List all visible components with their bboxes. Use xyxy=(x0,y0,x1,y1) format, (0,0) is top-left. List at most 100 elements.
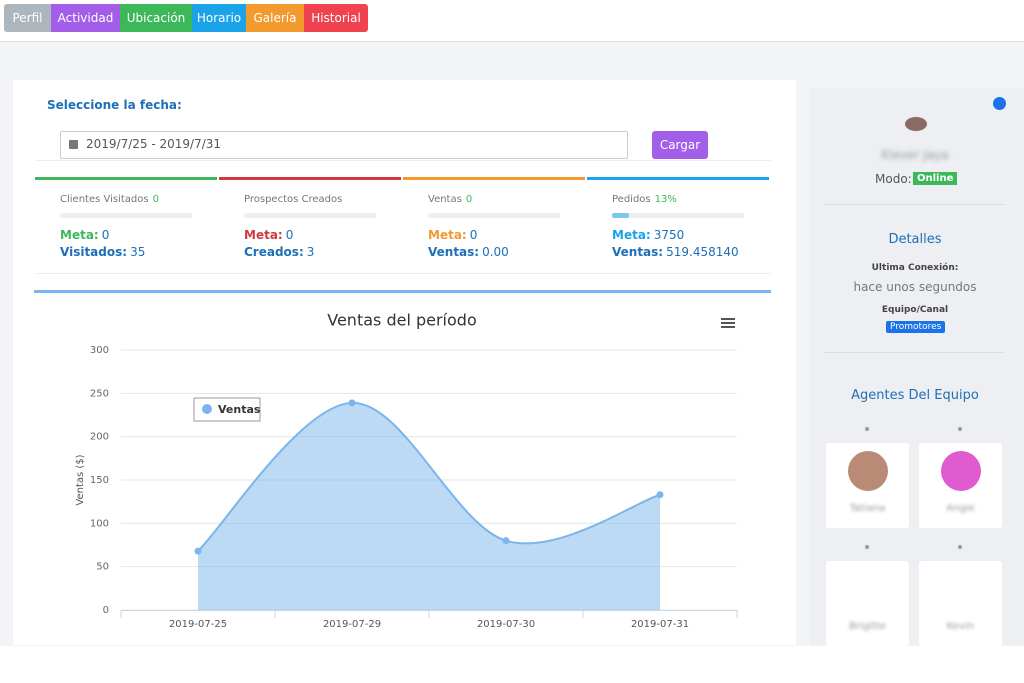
stat-title: Ventas xyxy=(428,194,462,205)
x-tick-label: 2019-07-25 xyxy=(169,619,227,630)
stat-label: Creados: xyxy=(244,245,304,259)
agent-card[interactable]: Kevin xyxy=(919,561,1002,646)
agent-card[interactable]: Angie xyxy=(919,443,1002,528)
progress-track xyxy=(60,213,192,218)
stat-label: Ventas: xyxy=(612,245,664,259)
stat-row: Meta: 3750 xyxy=(612,228,684,242)
agent-avatar xyxy=(941,451,981,491)
stat-label: Visitados: xyxy=(60,245,128,259)
point xyxy=(194,547,202,555)
stat-title: Pedidos xyxy=(612,194,651,205)
stat-label: Ventas: xyxy=(428,245,480,259)
agent-name: Brigitte xyxy=(849,621,886,632)
stat-title-row: Pedidos 13% xyxy=(612,194,677,205)
date-range: 2019/7/25 - 2019/7/31 xyxy=(86,137,222,151)
agent-avatar xyxy=(848,451,888,491)
stat-label: Meta: xyxy=(60,228,99,242)
y-tick-label: 200 xyxy=(90,432,109,443)
tab[interactable]: Horario xyxy=(192,4,246,32)
stat-title-value: 0 xyxy=(465,194,473,205)
y-tick-label: 100 xyxy=(90,518,109,529)
calendar-icon xyxy=(69,140,78,149)
agent-dot xyxy=(958,545,962,549)
stat-border xyxy=(35,177,217,180)
stat-title-value: 13% xyxy=(654,194,677,205)
stat-border xyxy=(587,177,769,180)
stat-title: Clientes Visitados xyxy=(60,194,149,205)
y-tick-label: 250 xyxy=(90,388,109,399)
chart-title: Ventas del período xyxy=(327,311,476,330)
area xyxy=(198,402,660,610)
stat-title-row: Prospectos Creados xyxy=(244,194,342,205)
stat-border xyxy=(219,177,401,180)
agent-dot xyxy=(958,427,962,431)
x-tick-label: 2019-07-29 xyxy=(323,619,381,630)
profile-panel: Klever Jaya Modo: Online Detalles Ultima… xyxy=(810,88,1024,646)
agent-name: Tatiana xyxy=(849,503,886,514)
progress-track xyxy=(428,213,560,218)
user-name: Klever Jaya xyxy=(881,148,949,162)
collapse-button[interactable] xyxy=(993,97,1006,110)
chart: Ventas del período Ventas ($) 0 50 100 150 2… xyxy=(75,311,738,630)
menu-icon[interactable] xyxy=(721,318,735,328)
legend-box xyxy=(193,397,261,422)
stat-title-value: 0 xyxy=(152,194,159,205)
agent-dot xyxy=(865,545,869,549)
x-tick-label: 2019-07-30 xyxy=(477,619,535,630)
agent-name: Kevin xyxy=(946,621,975,632)
progress-fill xyxy=(612,213,629,218)
stat-value: 0 xyxy=(101,228,110,242)
point xyxy=(656,491,664,499)
stat-title-row: Ventas 0 xyxy=(428,194,472,205)
tab[interactable]: Historial xyxy=(304,4,368,32)
stat-row: Meta: 0 xyxy=(244,228,293,242)
y-tick-label: 50 xyxy=(96,562,109,573)
stat-label: Meta: xyxy=(244,228,283,242)
last-connection-label: Ultima Conexión: xyxy=(871,263,959,273)
stat-row: Meta: 0 xyxy=(428,228,477,242)
chart-border xyxy=(34,290,771,293)
mode-label: Modo: xyxy=(875,172,912,186)
avatar xyxy=(905,117,927,131)
legend-symbol xyxy=(202,404,212,414)
tab[interactable]: Galería xyxy=(246,4,304,32)
stat-row: Ventas: 0.00 xyxy=(428,245,509,259)
stat-row: Meta: 0 xyxy=(60,228,109,242)
stat-border xyxy=(403,177,585,180)
stat-label: Meta: xyxy=(612,228,651,242)
tab[interactable]: Ubicación xyxy=(120,4,192,32)
agent-name: Angie xyxy=(946,503,975,514)
agents-title: Agentes Del Equipo xyxy=(851,388,979,403)
date-label: Seleccione la fecha: xyxy=(47,98,182,112)
tab[interactable]: Perfil xyxy=(4,4,51,32)
point xyxy=(348,399,356,407)
date-picker[interactable]: 2019/7/25 - 2019/7/31 xyxy=(60,131,628,159)
stat-title: Prospectos Creados xyxy=(244,194,343,205)
progress-track xyxy=(244,213,376,218)
x-tick-label: 2019-07-31 xyxy=(631,619,689,630)
stat-row: Visitados: 35 xyxy=(60,245,145,259)
divider xyxy=(35,160,771,161)
divider xyxy=(825,352,1005,353)
team-label: Equipo/Canal xyxy=(881,305,949,315)
line xyxy=(197,401,661,552)
stat-value: 35 xyxy=(130,245,146,259)
stat-value: 0 xyxy=(285,228,294,242)
stat-value: 0.00 xyxy=(482,245,509,259)
legend-label: Ventas xyxy=(218,403,261,416)
stat-label: Meta: xyxy=(428,228,467,242)
agent-card[interactable]: Tatiana xyxy=(826,443,909,528)
stat-value: 0 xyxy=(469,228,478,242)
last-connection: hace unos segundos xyxy=(853,280,977,294)
y-tick-label: 150 xyxy=(90,475,109,486)
load-button[interactable]: Cargar xyxy=(652,131,708,159)
point xyxy=(502,537,510,545)
divider xyxy=(35,273,771,274)
agent-card[interactable]: Brigitte xyxy=(826,561,909,646)
y-tick-label: 300 xyxy=(90,345,109,356)
stat-row: Ventas: 519.458140 xyxy=(612,245,739,259)
team-badge: Promotores xyxy=(886,321,946,333)
tab[interactable]: Actividad xyxy=(51,4,120,32)
stat-title-row: Clientes Visitados 0 xyxy=(60,194,159,205)
